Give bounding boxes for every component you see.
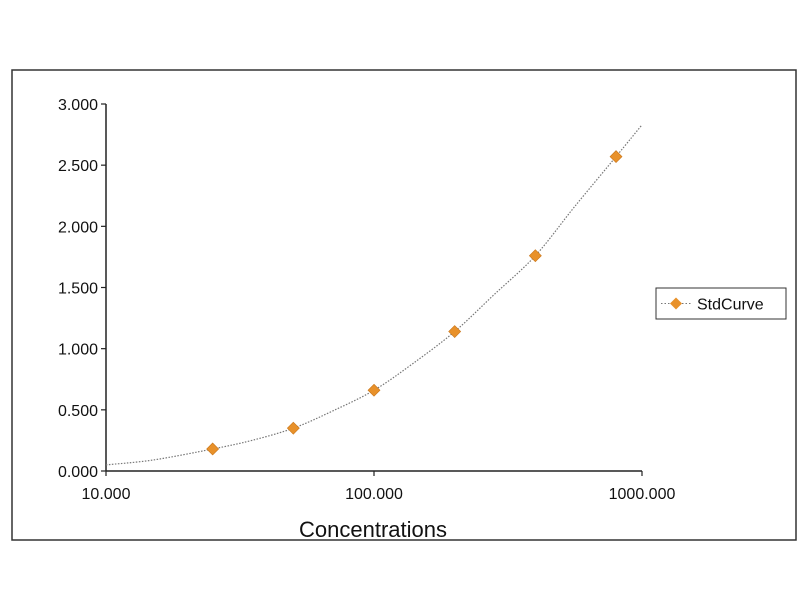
y-tick-label: 1.000 xyxy=(58,342,98,359)
y-tick-label: 2.500 xyxy=(58,158,98,175)
data-point-diamond xyxy=(367,383,381,397)
y-ticks-group: 0.000 0.500 1.000 1.500 2.000 2.500 3.000 xyxy=(58,97,106,481)
y-tick-label: 0.000 xyxy=(58,464,98,481)
data-point-diamond xyxy=(206,442,220,456)
y-tick-label: 0.500 xyxy=(58,403,98,420)
y-tick-label: 1.500 xyxy=(58,281,98,298)
data-point-diamond xyxy=(448,325,462,338)
y-tick-label: 3.000 xyxy=(58,97,98,114)
x-tick-label: 10.000 xyxy=(82,486,131,503)
x-ticks-group: 10.000 100.000 1000.000 xyxy=(82,471,676,503)
legend: StdCurve xyxy=(655,287,787,320)
legend-label: StdCurve xyxy=(697,297,764,314)
x-tick-label: 100.000 xyxy=(345,486,403,503)
legend-marker-diamond-icon xyxy=(670,297,682,310)
data-point-diamond xyxy=(286,421,300,435)
x-axis-title: Concentrations xyxy=(299,517,447,542)
fit-curve-line xyxy=(105,124,643,466)
data-points-group xyxy=(206,150,623,456)
data-point-diamond xyxy=(528,249,542,263)
y-tick-label: 2.000 xyxy=(58,219,98,236)
fit-curve-group xyxy=(105,124,643,466)
data-point-diamond xyxy=(609,150,623,164)
x-tick-label: 1000.000 xyxy=(609,486,676,503)
